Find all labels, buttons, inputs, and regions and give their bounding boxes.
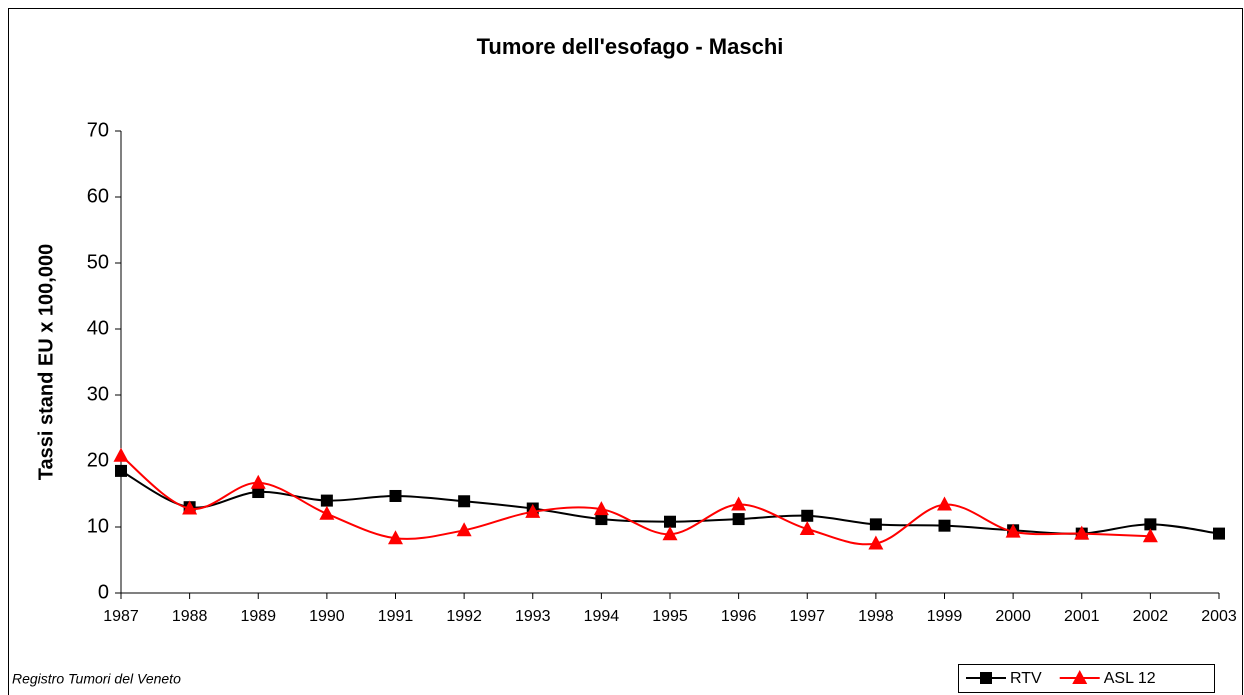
x-tick-label: 1999 <box>927 608 963 625</box>
x-tick-label: 1987 <box>103 608 139 625</box>
x-tick-label: 1998 <box>858 608 894 625</box>
marker <box>1072 670 1088 684</box>
chart-title: Tumore dell'esofago - Maschi <box>477 34 784 59</box>
chart-border <box>8 8 1243 695</box>
marker <box>113 447 129 462</box>
series-line <box>120 454 1151 546</box>
x-tick-label: 2002 <box>1133 608 1169 625</box>
marker <box>389 489 402 502</box>
y-tick-label: 70 <box>87 119 109 141</box>
marker <box>595 513 608 526</box>
marker <box>731 496 747 511</box>
marker <box>319 505 335 520</box>
x-tick-label: 1993 <box>515 608 551 625</box>
marker <box>801 509 814 522</box>
marker <box>1213 527 1225 540</box>
marker <box>938 519 951 532</box>
marker <box>388 530 403 545</box>
marker <box>662 526 678 541</box>
x-tick-label: 2000 <box>995 608 1031 625</box>
y-tick-label: 30 <box>87 383 109 405</box>
x-tick-label: 1994 <box>584 608 620 625</box>
x-tick-label: 1995 <box>652 608 688 625</box>
marker <box>182 500 198 515</box>
x-tick-label: 1991 <box>378 608 414 625</box>
y-tick-label: 10 <box>87 515 109 537</box>
marker <box>980 672 992 684</box>
x-tick-label: 2001 <box>1064 608 1100 625</box>
marker <box>458 495 471 508</box>
x-tick-label: 1989 <box>240 608 276 625</box>
marker <box>664 515 676 528</box>
marker <box>1142 528 1158 543</box>
source-note: Registro Tumori del Veneto <box>12 671 181 687</box>
marker <box>937 496 952 511</box>
marker <box>593 501 609 516</box>
legend-label: ASL 12 <box>1104 670 1156 687</box>
y-tick-label: 50 <box>87 251 109 273</box>
legend-label: RTV <box>1010 670 1042 687</box>
y-axis-label: Tassi stand EU x 100,000 <box>35 244 57 480</box>
marker <box>868 535 884 550</box>
marker <box>320 494 333 507</box>
x-tick-label: 1990 <box>309 608 345 625</box>
marker <box>252 486 265 499</box>
y-tick-label: 60 <box>87 185 109 207</box>
x-tick-label: 1997 <box>789 608 825 625</box>
x-tick-label: 1996 <box>721 608 757 625</box>
x-tick-label: 1992 <box>446 608 482 625</box>
marker <box>1074 525 1090 540</box>
marker <box>115 464 127 477</box>
marker <box>799 520 815 535</box>
marker <box>869 518 882 531</box>
marker <box>456 522 472 537</box>
marker <box>732 513 745 526</box>
marker <box>525 503 541 518</box>
marker <box>1144 518 1157 531</box>
y-tick-label: 40 <box>87 317 109 339</box>
marker <box>250 474 266 489</box>
x-tick-label: 1988 <box>172 608 208 625</box>
marker <box>1005 523 1021 538</box>
x-tick-label: 2003 <box>1201 608 1237 625</box>
y-tick-label: 0 <box>98 581 109 603</box>
y-tick-label: 20 <box>87 449 109 471</box>
